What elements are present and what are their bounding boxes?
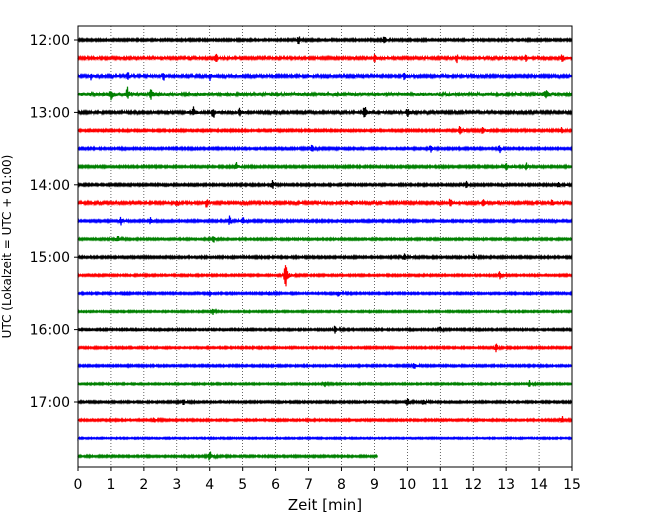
x-tick-label-14: 14 [530,477,548,493]
x-tick-label-5: 5 [238,477,247,493]
x-tick-label-15: 15 [563,477,581,493]
x-tick-label-3: 3 [172,477,181,493]
y-tick-label-1500: 15:00 [30,250,70,266]
x-tick-label-9: 9 [370,477,379,493]
x-tick-label-13: 13 [497,477,515,493]
x-tick-label-12: 12 [464,477,482,493]
trace-1615 [77,343,573,353]
y-axis-label: UTC (Lokalzeit = UTC + 01:00) [0,155,14,339]
trace-1730 [77,435,573,441]
trace-1215 [77,53,573,64]
y-tick-label-1400: 14:00 [30,178,70,194]
x-tick-label-7: 7 [304,477,313,493]
trace-1745 [77,451,379,461]
trace-1415 [77,198,573,208]
trace-1445 [77,235,573,243]
trace-1230 [77,72,573,81]
y-tick-label-1300: 13:00 [30,105,70,121]
x-tick-label-4: 4 [205,477,214,493]
x-tick-label-8: 8 [337,477,346,493]
trace-1300 [77,106,573,118]
trace-1330 [77,144,573,154]
trace-1700 [77,398,573,406]
trace-1500 [77,253,573,261]
trace-1345 [77,161,573,171]
trace-1315 [77,126,573,135]
x-tick-label-2: 2 [139,477,148,493]
trace-1645 [77,379,573,388]
trace-1530 [77,290,573,297]
y-tick-label-1600: 16:00 [30,323,70,339]
trace-1515 [77,265,573,287]
trace-1545 [77,308,573,315]
y-tick-label-1700: 17:00 [30,395,70,411]
x-tick-label-6: 6 [271,477,280,493]
x-tick-label-0: 0 [74,477,83,493]
trace-1715 [77,416,573,424]
x-axis: 0 1 2 3 4 5 6 7 8 9 10 11 12 13 14 15 [74,467,581,493]
trace-1600 [77,325,573,334]
trace-1430 [77,215,573,226]
y-tick-label-1200: 12:00 [30,33,70,49]
x-tick-label-11: 11 [431,477,449,493]
trace-1200 [77,36,573,45]
traces [77,36,573,461]
x-axis-label: Zeit [min] [288,496,362,514]
x-tick-label-10: 10 [398,477,416,493]
y-axis: 12:00 13:00 14:00 15:00 16:00 17:00 [30,33,78,411]
trace-1245 [77,86,573,101]
plot-frame [77,25,573,468]
trace-1400 [77,179,573,189]
x-tick-label-1: 1 [106,477,115,493]
trace-1630 [77,362,573,369]
